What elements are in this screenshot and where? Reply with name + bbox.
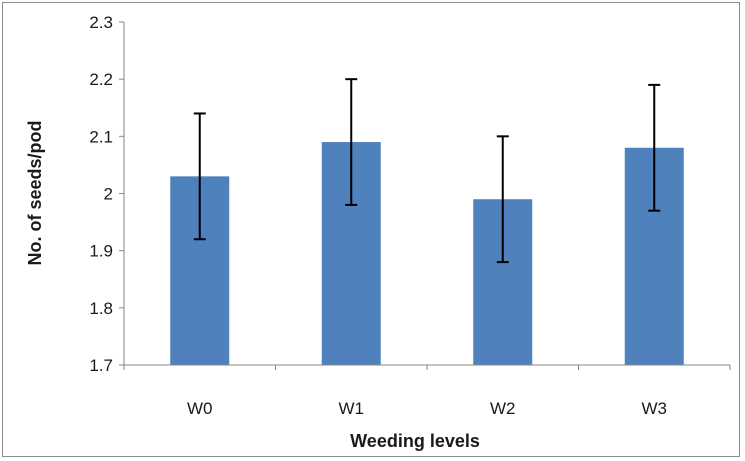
y-tick-label: 2.3 (89, 13, 113, 32)
x-tick-label: W2 (490, 399, 516, 418)
y-axis-title: No. of seeds/pod (25, 120, 45, 265)
x-axis-ticks: W0 W1 W2 W3 (123, 365, 731, 418)
error-bar-w1 (345, 78, 358, 206)
bars (170, 142, 684, 365)
y-tick-label: 1.7 (89, 356, 113, 375)
x-tick-label: W1 (339, 399, 365, 418)
x-tick-label: W3 (642, 399, 668, 418)
error-bar-w3 (648, 83, 661, 212)
y-tick-label: 1.8 (89, 299, 113, 318)
error-bar-w0 (193, 112, 206, 241)
bar-chart: 1.7 1.8 1.9 2 2.1 2.2 2.3 W0 W1 W2 W3 Weeding lev… (25, 13, 731, 451)
error-bar-w2 (496, 135, 509, 264)
chart-frame: 1.7 1.8 1.9 2 2.1 2.2 2.3 W0 W1 W2 W3 Weeding lev… (2, 2, 740, 457)
error-bars (193, 78, 661, 264)
x-axis-title: Weeding levels (350, 431, 480, 451)
y-tick-label: 1.9 (89, 242, 113, 261)
y-tick-label: 2 (104, 185, 113, 204)
x-tick-label: W0 (187, 399, 213, 418)
y-axis-ticks: 1.7 1.8 1.9 2 2.1 2.2 2.3 (89, 13, 124, 375)
y-tick-label: 2.1 (89, 127, 113, 146)
y-tick-label: 2.2 (89, 70, 113, 89)
